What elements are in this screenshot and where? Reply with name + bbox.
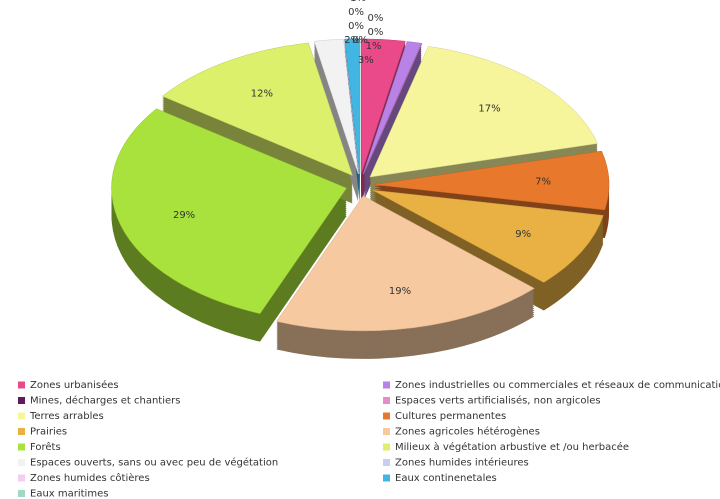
- slice: [276, 195, 535, 332]
- slice: [161, 42, 353, 176]
- data-label: 0%: [368, 13, 384, 24]
- legend-swatch: [383, 381, 390, 389]
- data-label: 7%: [535, 177, 551, 188]
- legend-swatch: [18, 443, 25, 451]
- data-label: 0%: [352, 35, 368, 46]
- data-label: 1%: [366, 41, 382, 52]
- slice-side: [363, 57, 422, 191]
- legend-label: Zones humides côtières: [30, 472, 150, 484]
- slice: [344, 38, 360, 174]
- slice: [373, 150, 610, 211]
- slice: [362, 41, 422, 175]
- slice: [111, 108, 347, 314]
- legend-label: Espaces ouverts, sans ou avec peu de vég…: [30, 457, 278, 469]
- legend-label: Zones agricoles hétérogènes: [395, 426, 540, 438]
- legend-label: Zones industrielles ou commerciales et r…: [395, 379, 720, 391]
- legend-swatch: [18, 428, 25, 435]
- legend-label: Cultures permanentes: [395, 411, 506, 422]
- legend-swatch: [383, 428, 390, 435]
- legend-swatch: [18, 459, 25, 466]
- legend-label: Milieux à végétation arbustive et /ou he…: [395, 441, 629, 453]
- legend-label: Espaces verts artificialisés, non argico…: [395, 395, 601, 407]
- slice-side: [314, 47, 359, 182]
- slice-side: [363, 53, 422, 187]
- data-label: 1%: [350, 0, 366, 4]
- slice-side: [314, 57, 359, 192]
- legend-swatch: [383, 474, 390, 482]
- legend-label: Forêts: [30, 441, 61, 453]
- legend-swatch: [18, 412, 25, 420]
- slice-side: [314, 43, 359, 178]
- slice-side: [314, 45, 359, 180]
- slice-side: [314, 55, 359, 190]
- legend-swatch: [383, 412, 390, 420]
- data-label: 9%: [515, 229, 531, 240]
- legend-label: Eaux continenetales: [395, 473, 497, 484]
- slice-side: [363, 51, 422, 185]
- data-label: 19%: [389, 286, 411, 297]
- slice: [361, 38, 406, 174]
- slice: [372, 189, 604, 283]
- legend-swatch: [383, 459, 390, 466]
- legend-swatch: [18, 397, 25, 404]
- data-label: 12%: [251, 88, 273, 99]
- data-label: 29%: [173, 210, 195, 221]
- legend-label: Zones humides intérieures: [395, 457, 529, 469]
- legend-swatch: [18, 474, 25, 482]
- legend-swatch: [18, 381, 25, 389]
- data-label: 0%: [348, 7, 364, 18]
- legend-label: Zones urbanisées: [30, 379, 119, 391]
- slice-side: [363, 47, 422, 181]
- legend-label: Mines, décharges et chantiers: [30, 395, 180, 407]
- slice-side: [363, 55, 422, 189]
- slice-side: [314, 51, 359, 186]
- pie-top: [111, 38, 610, 332]
- legend-swatch: [18, 490, 25, 497]
- slice-side: [363, 45, 422, 179]
- data-label: 2%: [344, 35, 360, 46]
- data-label: 0%: [368, 27, 384, 38]
- slice-side: [314, 53, 359, 188]
- slice-side: [363, 59, 422, 193]
- slice: [369, 46, 598, 178]
- slice-side: [314, 49, 359, 184]
- legend-label: Prairies: [30, 427, 67, 438]
- data-label: 3%: [358, 55, 374, 66]
- legend-label: Eaux maritimes: [30, 489, 108, 499]
- slice-side: [363, 49, 422, 183]
- legend-label: Terres arrables: [29, 411, 104, 422]
- slice: [313, 38, 359, 174]
- legend-swatch: [383, 397, 390, 404]
- data-label: 17%: [478, 103, 500, 114]
- legend-swatch: [383, 443, 390, 451]
- data-label: 0%: [348, 21, 364, 32]
